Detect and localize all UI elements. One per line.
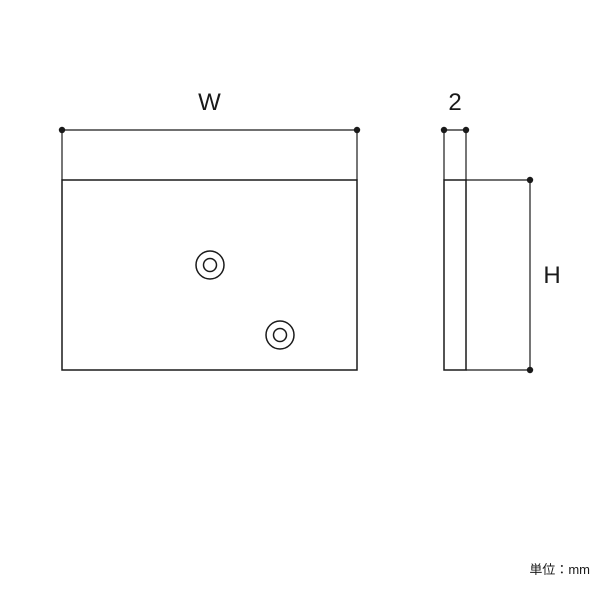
front-view-plate [62,180,357,370]
unit-label: 単位：mm [529,559,590,578]
drawing-svg: W 2 H [0,0,600,600]
svg-text:2: 2 [448,89,461,116]
technical-drawing: W 2 H 単位：mm [0,0,600,600]
side-view-plate [444,180,466,370]
svg-text:H: H [543,262,560,289]
svg-text:W: W [198,89,221,116]
